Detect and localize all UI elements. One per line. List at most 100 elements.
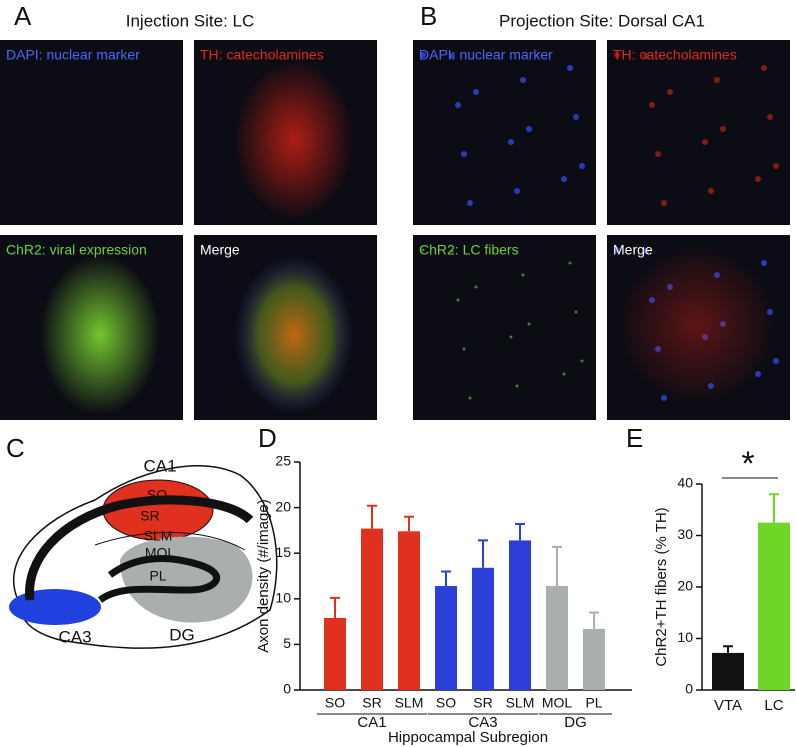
error-bar <box>723 645 733 653</box>
signal <box>573 114 579 120</box>
x-tick-label: SO <box>436 695 456 711</box>
image-label: ChR2: LC fibers <box>419 242 519 258</box>
y-axis-title: ChR2+TH fibers (% TH) <box>653 507 670 666</box>
signal <box>514 188 520 194</box>
signal <box>649 102 655 108</box>
x-tick-label: SR <box>362 695 381 711</box>
signal <box>773 163 779 169</box>
bar <box>472 567 494 690</box>
bar <box>546 586 568 690</box>
bar <box>398 531 420 690</box>
region-label: SO <box>147 487 167 503</box>
error-bar <box>330 596 340 618</box>
y-tick-label: 5 <box>283 635 291 651</box>
bar <box>435 586 457 690</box>
signal <box>614 52 620 58</box>
ca3-region <box>9 589 101 625</box>
signal <box>474 285 478 289</box>
signal <box>473 89 479 95</box>
signal <box>755 176 761 182</box>
y-tick-label: 10 <box>677 629 693 645</box>
region-label: CA3 <box>58 627 91 646</box>
image-label: ChR2: viral expression <box>6 242 147 258</box>
image-label: TH: catecholamines <box>200 47 324 63</box>
signal <box>714 77 720 83</box>
signal <box>643 53 649 59</box>
x-tick-label: MOL <box>542 695 573 711</box>
x-tick-label: SLM <box>506 695 535 711</box>
panel-label: C <box>6 433 25 463</box>
micrograph <box>413 235 596 420</box>
signal <box>468 396 472 400</box>
signal <box>562 372 566 376</box>
signal <box>708 188 714 194</box>
bar <box>509 540 531 690</box>
signal <box>450 249 454 253</box>
signal <box>567 65 573 71</box>
y-axis-title: Axon density (#/image) <box>255 499 272 652</box>
outline <box>12 465 278 649</box>
signal <box>526 126 532 132</box>
bar <box>712 652 744 690</box>
image-label: TH: catecholamines <box>613 47 737 63</box>
micrograph <box>413 40 596 225</box>
signal <box>467 200 473 206</box>
annotation: * <box>741 445 754 483</box>
error-bar <box>769 493 779 523</box>
bar <box>361 528 383 690</box>
region-label: CA1 <box>143 456 176 475</box>
x-tick-label: PL <box>585 695 602 711</box>
image-label: DAPI: nuclear marker <box>6 47 140 63</box>
signal <box>761 260 767 266</box>
x-tick-label: SR <box>473 695 492 711</box>
signal <box>449 53 455 59</box>
signal <box>515 384 519 388</box>
region-label: MOL <box>145 545 176 561</box>
signal <box>561 176 567 182</box>
x-tick-label: SO <box>325 695 345 711</box>
y-tick-label: 0 <box>685 681 693 697</box>
error-bar <box>441 570 451 587</box>
y-tick-label: 20 <box>677 578 693 594</box>
y-tick-label: 15 <box>275 544 291 560</box>
signal <box>580 359 584 363</box>
region-label: PL <box>149 568 166 584</box>
y-tick-label: 30 <box>677 526 693 542</box>
signal <box>455 102 461 108</box>
bar <box>758 522 790 690</box>
signal <box>720 126 726 132</box>
group-label: CA3 <box>468 714 497 731</box>
pyramidal-layer <box>25 495 254 601</box>
signal <box>773 358 779 364</box>
signal <box>527 322 531 326</box>
micrograph <box>0 40 183 225</box>
image-label: DAPI: nuclear marker <box>419 47 553 63</box>
y-tick-label: 20 <box>275 498 291 514</box>
image-label: Merge <box>200 242 240 258</box>
signal <box>509 335 513 339</box>
signal <box>420 52 426 58</box>
signal <box>655 151 661 157</box>
signal <box>520 77 526 83</box>
signal <box>667 89 673 95</box>
panel-title: Projection Site: Dorsal CA1 <box>499 11 705 30</box>
image-label: Merge <box>613 242 653 258</box>
signal <box>461 151 467 157</box>
error-bar <box>589 611 599 629</box>
signal <box>456 298 460 302</box>
y-tick-label: 0 <box>283 681 291 697</box>
region-label: SLM <box>144 528 173 544</box>
bar <box>583 628 605 690</box>
micrograph <box>607 40 790 225</box>
signal <box>568 261 572 265</box>
signal <box>767 114 773 120</box>
panel-label: E <box>626 423 643 453</box>
group-label: DG <box>564 714 587 731</box>
signal <box>462 347 466 351</box>
bar <box>324 617 346 690</box>
y-tick-label: 10 <box>275 590 291 606</box>
error-bar <box>478 539 488 568</box>
region-label: SR <box>140 508 159 524</box>
region-label: DG <box>169 625 195 644</box>
